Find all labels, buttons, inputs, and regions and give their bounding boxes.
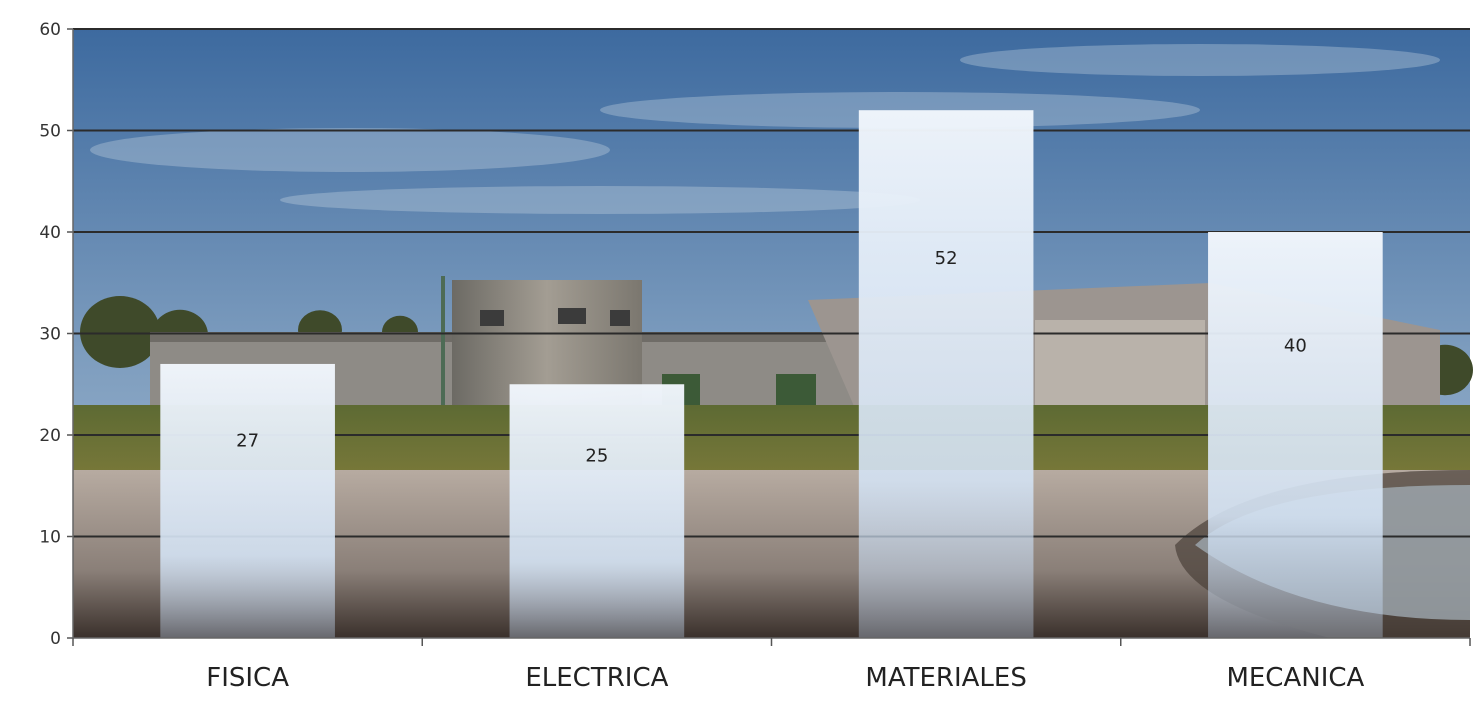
cloud [280, 186, 920, 214]
y-axis-tick-labels: 0 10 20 30 40 50 60 [39, 20, 61, 649]
bars: 27 25 52 40 [160, 110, 1383, 638]
x-tick-label: FISICA [206, 663, 289, 693]
cloud [90, 128, 610, 172]
y-tick-label: 20 [39, 426, 61, 446]
y-tick-label: 60 [39, 20, 61, 40]
axes [67, 28, 1471, 646]
y-tick-label: 10 [39, 528, 61, 548]
x-tick-label: MATERIALES [865, 663, 1026, 693]
data-label: 25 [585, 445, 608, 466]
cloud [960, 44, 1440, 76]
tower-window [558, 308, 586, 324]
canopy-interior [1035, 320, 1205, 420]
y-tick-label: 0 [50, 629, 61, 649]
x-tick-label: ELECTRICA [525, 663, 668, 693]
tower-window [610, 310, 630, 326]
bar-electrica [509, 384, 685, 638]
tree [80, 296, 160, 368]
bar-fisica [160, 363, 335, 638]
bar-materiales [858, 110, 1034, 638]
data-label: 40 [1284, 336, 1307, 357]
bar-mecanica [1208, 232, 1383, 638]
data-label: 27 [236, 431, 259, 452]
data-label: 52 [935, 248, 958, 269]
y-tick-label: 30 [39, 325, 61, 345]
y-tick-label: 40 [39, 223, 61, 243]
x-tick-label: MECANICA [1226, 663, 1364, 693]
x-axis-category-labels: FISICA ELECTRICA MATERIALES MECANICA [206, 663, 1364, 693]
tower-window [480, 310, 504, 326]
cloud [600, 92, 1200, 128]
y-tick-label: 50 [39, 122, 61, 142]
